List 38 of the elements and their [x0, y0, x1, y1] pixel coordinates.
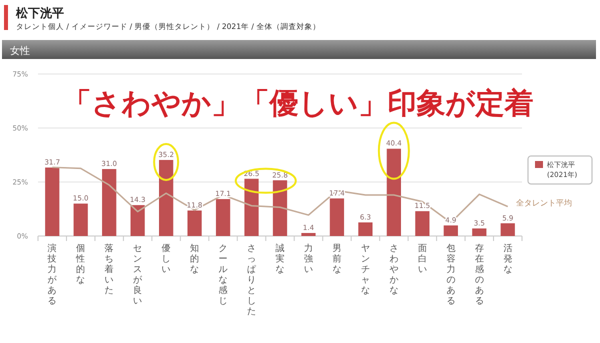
bar: [472, 228, 486, 236]
bar: [415, 211, 430, 236]
bar: [358, 222, 373, 236]
bar: [187, 210, 202, 236]
bar: [216, 199, 230, 236]
x-tick-label: 包容力のある: [446, 243, 456, 306]
x-tick-label: 知的な: [190, 243, 200, 275]
x-tick-label: 男前な: [332, 243, 342, 275]
bar: [130, 205, 145, 236]
chart-title: 松下洸平: [15, 6, 64, 20]
x-tick-label: 面白い: [418, 244, 427, 275]
bar: [102, 169, 116, 236]
bar: [301, 232, 316, 236]
annotation: 「さわやか」「優しい」印象が定着: [62, 86, 534, 120]
x-tick-label: さわやかな: [389, 244, 398, 296]
x-tick-label: 誠実な: [276, 243, 284, 275]
bar: [500, 223, 515, 236]
x-tick-label: 演技力がある: [46, 243, 58, 306]
x-tick-label: 個性的な: [75, 243, 86, 286]
panel-header: 女性: [2, 40, 596, 59]
x-tick-label: さっぱりとした: [247, 244, 256, 317]
x-tick-label: 優しい: [162, 243, 171, 275]
x-tick-label: ヤンチャな: [360, 244, 370, 296]
bar: [330, 198, 344, 236]
x-tick-label: 活発な: [503, 243, 512, 275]
x-tick-label: 存在感のある: [474, 243, 484, 306]
bar: [159, 160, 174, 236]
bar: [45, 168, 60, 236]
x-tick-label: 力強い: [304, 243, 313, 275]
series-label: 全タレント平均: [516, 198, 572, 208]
bar: [244, 178, 259, 236]
bar: [386, 148, 401, 236]
bar: [74, 204, 88, 236]
x-tick-label: 落ち着いた: [104, 243, 114, 296]
x-tick-label: センスが良い: [133, 244, 144, 306]
bar: [444, 225, 458, 236]
x-tick-label: クールな感じ: [218, 244, 228, 306]
bar: [272, 180, 288, 236]
